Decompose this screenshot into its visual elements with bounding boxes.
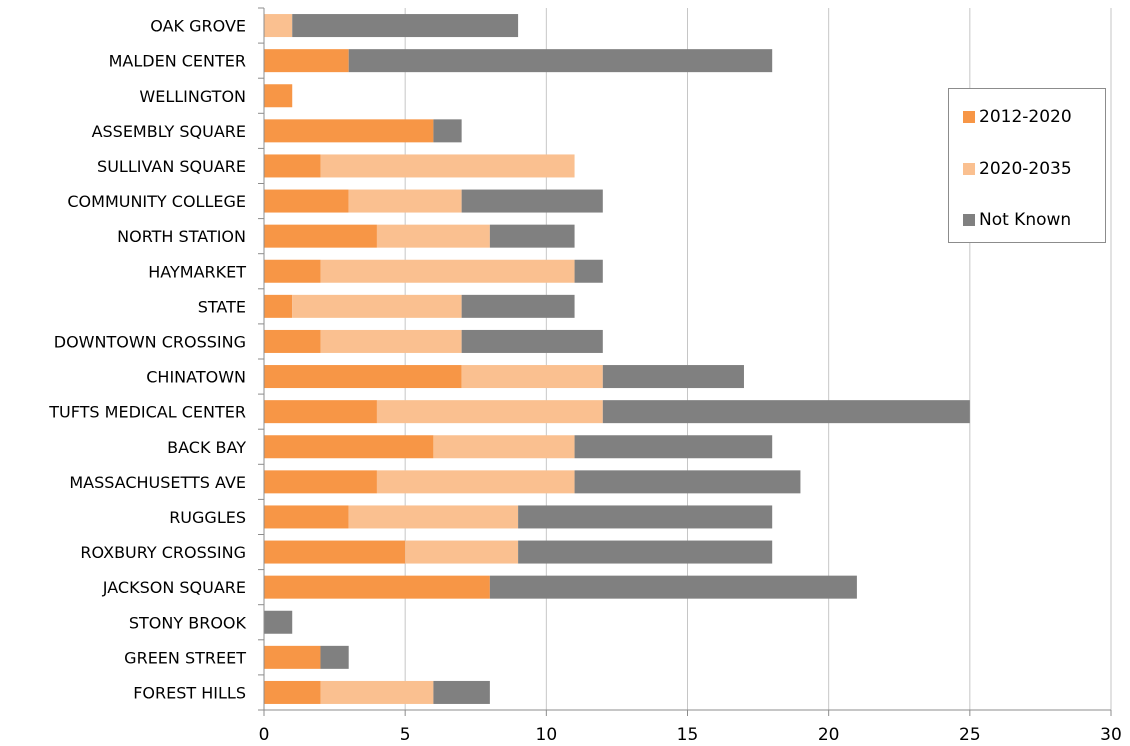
- bar-north-station-not-known: [489, 224, 575, 248]
- category-label: ASSEMBLY SQUARE: [92, 122, 246, 141]
- bar-north-station-2020-2035: [376, 224, 490, 248]
- bar-malden-center-not-known: [348, 49, 773, 73]
- category-label: GREEN STREET: [124, 648, 246, 667]
- bar-sullivan-square-2020-2035: [320, 154, 575, 178]
- category-label: TUFTS MEDICAL CENTER: [48, 403, 246, 422]
- bar-haymarket-not-known: [574, 259, 603, 283]
- bar-community-college-2020-2035: [348, 189, 462, 213]
- bar-oak-grove-2020-2035: [264, 14, 293, 38]
- category-label: BACK BAY: [167, 438, 246, 457]
- bar-north-station-2012-2020: [264, 224, 377, 248]
- bar-ruggles-2020-2035: [348, 505, 519, 529]
- category-label: NORTH STATION: [117, 227, 246, 246]
- bar-roxbury-crossing-not-known: [518, 540, 773, 564]
- bar-green-street-not-known: [320, 645, 349, 669]
- bar-tufts-medical-center-not-known: [602, 400, 970, 424]
- bar-chinatown-2020-2035: [461, 365, 603, 389]
- chart-legend: 2012-2020 2020-2035 Not Known: [948, 88, 1106, 243]
- bar-chinatown-not-known: [602, 365, 744, 389]
- legend-swatch-2012-2020: [963, 111, 975, 123]
- bar-jackson-square-not-known: [489, 575, 857, 599]
- bar-downtown-crossing-2020-2035: [320, 329, 462, 353]
- bar-massachusetts-ave-not-known: [574, 470, 801, 494]
- bar-back-bay-2020-2035: [433, 435, 575, 459]
- legend-item-2012-2020: 2012-2020: [963, 107, 1072, 127]
- bar-malden-center-2012-2020: [264, 49, 349, 73]
- category-label: MALDEN CENTER: [109, 52, 246, 71]
- x-tick-label: 30: [1100, 725, 1122, 745]
- category-label: DOWNTOWN CROSSING: [54, 332, 246, 351]
- bar-ruggles-not-known: [518, 505, 773, 529]
- x-tick-label: 5: [400, 725, 411, 745]
- x-tick-label: 20: [818, 725, 840, 745]
- bar-downtown-crossing-2012-2020: [264, 329, 321, 353]
- category-label: MASSACHUSETTS AVE: [69, 473, 246, 492]
- category-label: COMMUNITY COLLEGE: [67, 192, 246, 211]
- bar-state-not-known: [461, 294, 575, 318]
- bar-back-bay-not-known: [574, 435, 773, 459]
- category-label: FOREST HILLS: [133, 683, 246, 702]
- category-label: WELLINGTON: [139, 87, 246, 106]
- bar-jackson-square-2012-2020: [264, 575, 490, 599]
- bar-oak-grove-not-known: [292, 14, 519, 38]
- bar-downtown-crossing-not-known: [461, 329, 603, 353]
- x-tick-label: 10: [536, 725, 558, 745]
- bar-assembly-square-not-known: [433, 119, 462, 143]
- category-label: SULLIVAN SQUARE: [97, 157, 246, 176]
- bar-stony-brook-not-known: [264, 610, 293, 634]
- category-label: CHINATOWN: [146, 368, 246, 387]
- bar-assembly-square-2012-2020: [264, 119, 434, 143]
- x-tick-label: 15: [677, 725, 699, 745]
- bar-forest-hills-2020-2035: [320, 680, 434, 704]
- bar-massachusetts-ave-2020-2035: [376, 470, 575, 494]
- x-tick-label: 0: [259, 725, 270, 745]
- bar-chinatown-2012-2020: [264, 365, 462, 389]
- bar-green-street-2012-2020: [264, 645, 321, 669]
- bar-sullivan-square-2012-2020: [264, 154, 321, 178]
- bar-state-2020-2035: [292, 294, 462, 318]
- bar-haymarket-2012-2020: [264, 259, 321, 283]
- bar-roxbury-crossing-2020-2035: [405, 540, 519, 564]
- category-label: RUGGLES: [169, 508, 246, 527]
- bar-state-2012-2020: [264, 294, 293, 318]
- category-label: STONY BROOK: [129, 613, 247, 632]
- bar-ruggles-2012-2020: [264, 505, 349, 529]
- legend-label-2012-2020: 2012-2020: [979, 107, 1072, 127]
- bar-wellington-2012-2020: [264, 84, 293, 108]
- bar-tufts-medical-center-2012-2020: [264, 400, 377, 424]
- category-label: JACKSON SQUARE: [102, 578, 246, 597]
- bar-massachusetts-ave-2012-2020: [264, 470, 377, 494]
- category-label: STATE: [198, 297, 246, 316]
- category-label: ROXBURY CROSSING: [80, 543, 246, 562]
- bar-forest-hills-not-known: [433, 680, 490, 704]
- bar-community-college-2012-2020: [264, 189, 349, 213]
- bar-haymarket-2020-2035: [320, 259, 575, 283]
- x-tick-label: 25: [959, 725, 981, 745]
- bar-tufts-medical-center-2020-2035: [376, 400, 603, 424]
- legend-label-2020-2035: 2020-2035: [979, 159, 1072, 179]
- legend-item-2020-2035: 2020-2035: [963, 159, 1072, 179]
- category-label: HAYMARKET: [148, 262, 246, 281]
- legend-swatch-not-known: [963, 214, 975, 226]
- legend-swatch-2020-2035: [963, 163, 975, 175]
- bar-community-college-not-known: [461, 189, 603, 213]
- legend-label-not-known: Not Known: [979, 210, 1072, 230]
- bar-back-bay-2012-2020: [264, 435, 434, 459]
- legend-item-not-known: Not Known: [963, 210, 1071, 230]
- bar-roxbury-crossing-2012-2020: [264, 540, 406, 564]
- category-label: OAK GROVE: [150, 17, 246, 36]
- bar-forest-hills-2012-2020: [264, 680, 321, 704]
